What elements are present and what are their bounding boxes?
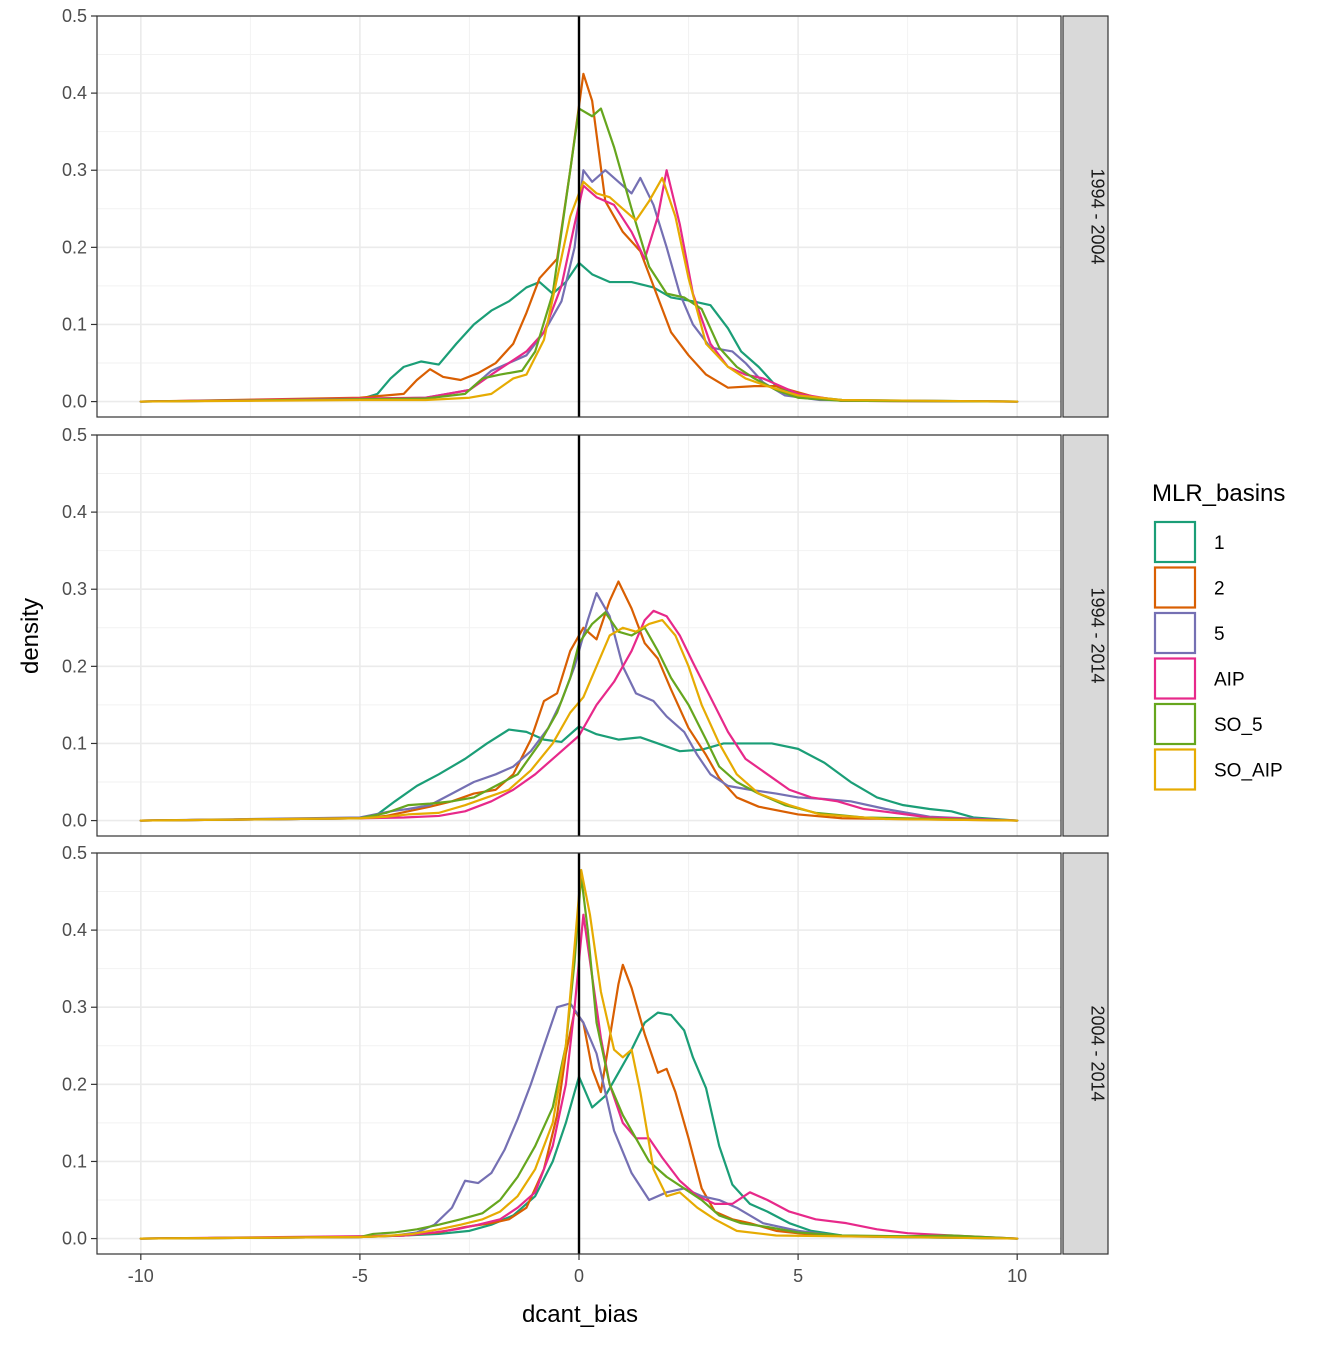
y-tick-label: 0.2 (62, 656, 87, 676)
legend-label: SO_AIP (1214, 761, 1283, 782)
density-curve (139, 591, 1019, 822)
y-tick-label: 0.0 (62, 1229, 87, 1249)
y-tick-label: 0.1 (62, 314, 87, 334)
density-curve (139, 618, 1019, 822)
density-curve (139, 169, 1019, 403)
y-tick-label: 0.0 (62, 392, 87, 412)
density-curve (139, 176, 1019, 403)
density-curve (139, 169, 1019, 403)
x-tick-label: 0 (574, 1266, 584, 1286)
legend-item: SO_5 (1153, 702, 1263, 746)
legend-label: 2 (1214, 579, 1225, 600)
density-curve (139, 913, 1019, 1240)
legend-title: MLR_basins (1152, 480, 1285, 507)
x-tick-label: -10 (128, 1266, 154, 1286)
panel-border (96, 434, 1062, 837)
legend-key (1153, 657, 1197, 700)
legend-item: SO_AIP (1153, 748, 1283, 791)
y-tick-label: 0.5 (62, 843, 87, 863)
density-curve (139, 72, 1019, 403)
density-curve (139, 609, 1019, 822)
facet-strip (1062, 15, 1109, 418)
legend-item: 1 (1153, 520, 1225, 564)
x-tick-label: 5 (793, 1266, 803, 1286)
legend-label: 1 (1214, 533, 1225, 554)
legend-label: AIP (1214, 670, 1245, 691)
legend-item: 5 (1153, 611, 1225, 655)
density-curve (139, 868, 1019, 1240)
facet-panel: 0.0 0.1 0.2 0.3 0.4 0.5 1994 - 2004 (62, 6, 1109, 418)
density-curve (139, 611, 1019, 822)
panel-border (96, 15, 1062, 418)
legend-key (1153, 520, 1197, 564)
facet-strip-label: 1994 - 2004 (1088, 168, 1108, 264)
x-tick-label: -5 (352, 1266, 368, 1286)
y-axis-title: density (17, 598, 44, 674)
legend-key (1153, 702, 1197, 746)
legend-item: 2 (1153, 566, 1225, 609)
density-curve (139, 261, 1019, 403)
facet-strip (1062, 434, 1109, 837)
x-tick-label: 10 (1007, 1266, 1027, 1286)
y-tick-label: 0.5 (62, 425, 87, 445)
y-tick-label: 0.3 (62, 579, 87, 599)
x-axis: -10 -5 0 5 10 (128, 1254, 1027, 1286)
y-tick-label: 0.4 (62, 83, 87, 103)
y-tick-label: 0.2 (62, 237, 87, 257)
y-tick-label: 0.3 (62, 160, 87, 180)
density-curve (139, 107, 1019, 403)
y-tick-label: 0.1 (62, 1151, 87, 1171)
y-tick-label: 0.2 (62, 1074, 87, 1094)
facet-panel: 0.0 0.1 0.2 0.3 0.4 0.5 1994 - 2014 (62, 425, 1109, 837)
y-tick-label: 0.1 (62, 733, 87, 753)
legend-key (1153, 748, 1197, 791)
legend-key (1153, 566, 1197, 609)
facet-strip (1062, 852, 1109, 1255)
density-curve (139, 1011, 1019, 1240)
facet-panel: 0.0 0.1 0.2 0.3 0.4 0.5 2004 - 2014 (62, 843, 1109, 1255)
density-curve (139, 725, 1019, 822)
density-curve (139, 875, 1019, 1240)
y-tick-label: 0.5 (62, 6, 87, 26)
legend-label: 5 (1214, 624, 1225, 645)
legend-label: SO_5 (1214, 715, 1263, 736)
y-tick-label: 0.0 (62, 811, 87, 831)
legend: MLR_basins 1 2 5 AIP SO_5 SO_AIP (1152, 480, 1285, 791)
y-tick-label: 0.4 (62, 920, 87, 940)
y-tick-label: 0.3 (62, 997, 87, 1017)
facet-strip-label: 1994 - 2014 (1088, 587, 1108, 683)
facet-strip-label: 2004 - 2014 (1088, 1005, 1108, 1101)
legend-item: AIP (1153, 657, 1245, 700)
x-axis-title: dcant_bias (522, 1301, 638, 1328)
y-tick-label: 0.4 (62, 502, 87, 522)
legend-key (1153, 611, 1197, 655)
